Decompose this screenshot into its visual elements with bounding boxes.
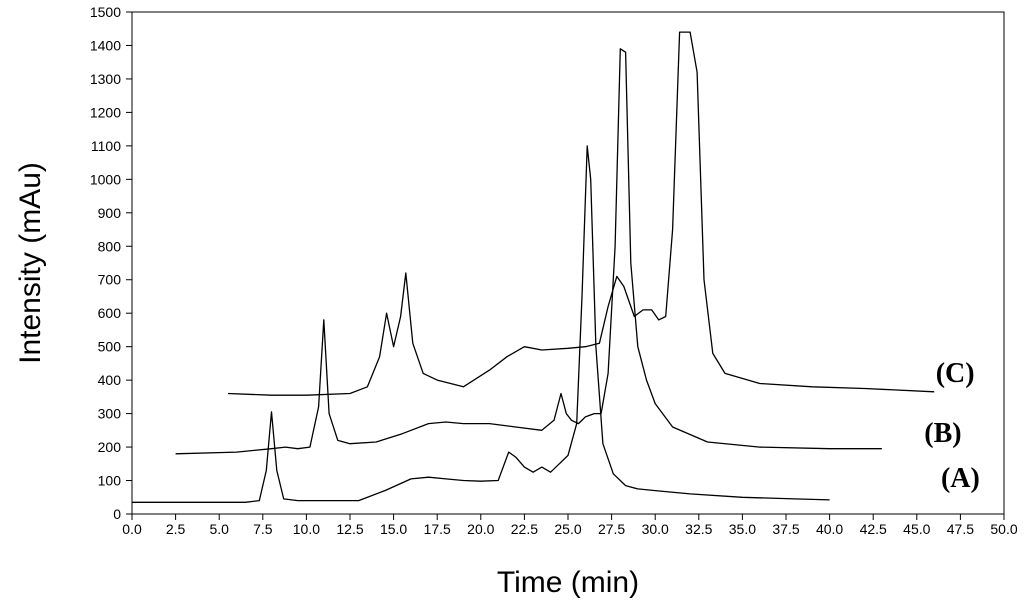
- x-tick-label: 30.0: [642, 521, 669, 537]
- x-tick-label: 7.5: [253, 521, 273, 537]
- x-tick-label: 40.0: [816, 521, 843, 537]
- y-tick-label: 300: [98, 406, 122, 422]
- y-tick-label: 200: [98, 439, 122, 455]
- x-tick-label: 12.5: [336, 521, 363, 537]
- y-tick-label: 1100: [91, 138, 121, 154]
- x-tick-label: 32.5: [685, 521, 712, 537]
- x-tick-label: 47.5: [947, 521, 974, 537]
- y-tick-label: 100: [98, 473, 122, 489]
- x-tick-label: 5.0: [209, 521, 229, 537]
- x-tick-label: 35.0: [729, 521, 756, 537]
- y-tick-label: 500: [98, 339, 122, 355]
- y-tick-label: 1300: [90, 71, 121, 87]
- x-tick-label: 25.0: [554, 521, 581, 537]
- series-b-label: (B): [924, 418, 961, 449]
- x-axis-title: Time (min): [497, 566, 639, 599]
- series-a-line: [132, 145, 830, 503]
- y-tick-label: 700: [98, 272, 122, 288]
- series-c-line: [227, 31, 935, 396]
- y-tick-label: 1200: [90, 104, 121, 120]
- y-tick-label: 0: [113, 506, 121, 522]
- y-tick-label: 800: [98, 238, 122, 254]
- x-tick-label: 0.0: [122, 521, 142, 537]
- y-tick-label: 1000: [90, 171, 121, 187]
- x-tick-label: 37.5: [772, 521, 799, 537]
- x-axis: 0.0 2.5 5.0 7.5 10.0 12.5 15.0 17.5 20.0 22.5 25.0…: [122, 514, 1018, 537]
- x-tick-label: 27.5: [598, 521, 625, 537]
- x-tick-label: 22.5: [511, 521, 538, 537]
- x-tick-label: 10.0: [293, 521, 320, 537]
- series-group: [132, 31, 935, 503]
- y-axis: 0 100 200 300 400 500 600 700 800 900 1000 1100 1200…: [90, 4, 132, 522]
- series-c-label: (C): [936, 358, 975, 389]
- x-tick-label: 42.5: [860, 521, 887, 537]
- plot-frame: [131, 11, 1005, 515]
- y-tick-label: 900: [98, 205, 122, 221]
- series-labels: (A) (B) (C): [924, 358, 980, 494]
- series-a-label: (A): [941, 463, 980, 494]
- x-tick-label: 50.0: [990, 521, 1017, 537]
- y-tick-label: 600: [98, 305, 122, 321]
- series-b-line: [175, 48, 882, 455]
- x-tick-label: 17.5: [424, 521, 451, 537]
- x-tick-label: 2.5: [166, 521, 186, 537]
- y-tick-label: 400: [98, 372, 122, 388]
- y-tick-label: 1500: [90, 4, 121, 20]
- y-axis-title: Intensity (mAu): [14, 162, 47, 364]
- x-tick-label: 45.0: [903, 521, 930, 537]
- y-tick-label: 1400: [90, 37, 121, 53]
- x-tick-label: 15.0: [380, 521, 407, 537]
- x-tick-label: 20.0: [467, 521, 494, 537]
